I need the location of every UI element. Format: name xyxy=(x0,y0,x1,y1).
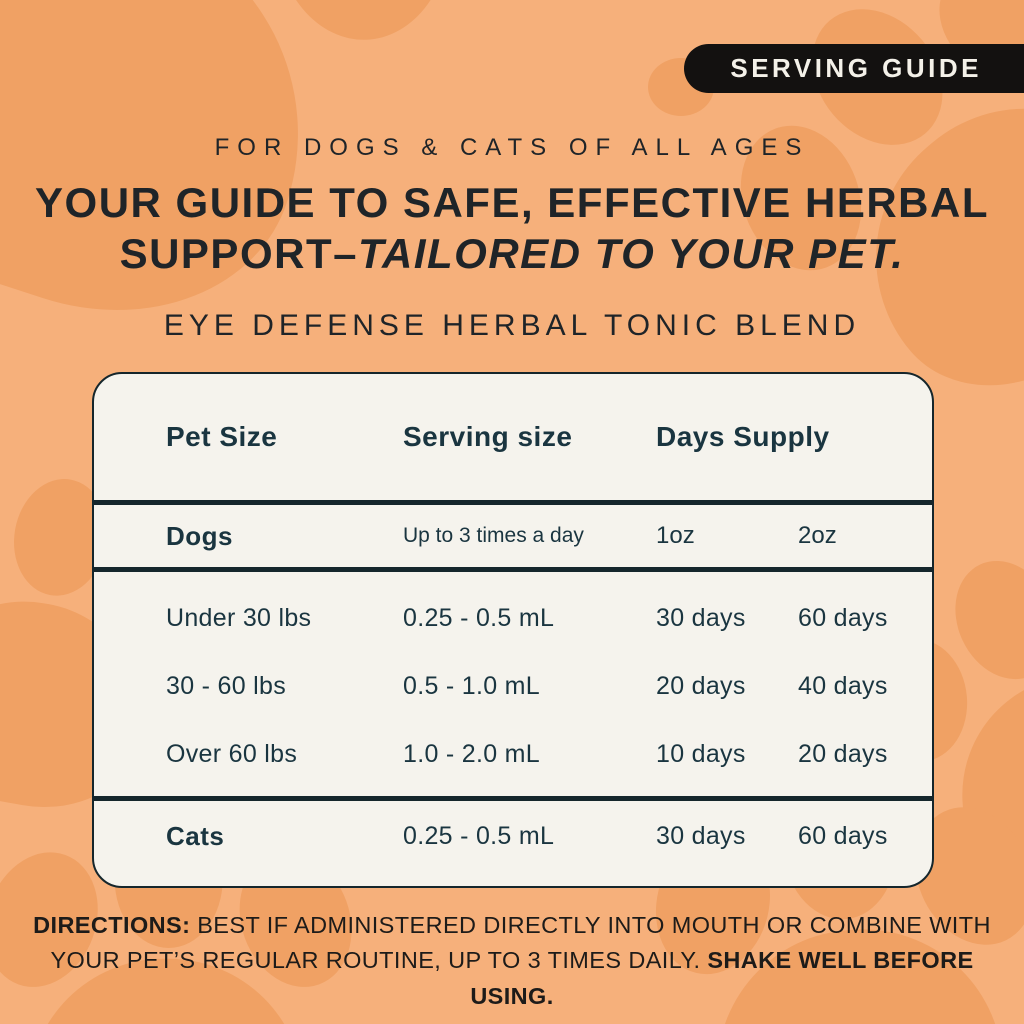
pet-size-cell: Under 30 lbs xyxy=(166,603,312,632)
table-divider xyxy=(94,796,932,801)
directions-text: DIRECTIONS: BEST IF ADMINISTERED DIRECTL… xyxy=(30,908,995,1014)
table-row: Over 60 lbs 1.0 - 2.0 mL 10 days 20 days xyxy=(94,726,932,782)
dogs-frequency: Up to 3 times a day xyxy=(403,524,584,547)
product-name: EYE DEFENSE HERBAL TONIC BLEND xyxy=(163,309,861,342)
title-line-1: YOUR GUIDE TO SAFE, EFFECTIVE HERBAL xyxy=(35,179,989,226)
serving-cell: 0.5 - 1.0 mL xyxy=(403,671,540,700)
page-title: YOUR GUIDE TO SAFE, EFFECTIVE HERBAL SUP… xyxy=(0,177,1024,279)
directions-label: DIRECTIONS: xyxy=(33,912,191,938)
supply-1oz-cell: 30 days xyxy=(656,822,746,850)
directions-emphasis: SHAKE WELL BEFORE USING. xyxy=(470,947,974,1009)
serving-guide-badge-label: SERVING GUIDE xyxy=(730,53,982,83)
table-row: Under 30 lbs 0.25 - 0.5 mL 30 days 60 da… xyxy=(94,590,932,646)
supply-1oz-cell: 30 days xyxy=(656,603,746,632)
serving-cell: 0.25 - 0.5 mL xyxy=(403,603,555,632)
table-header-row: Pet Size Serving size Days Supply xyxy=(94,374,932,500)
cats-label: Cats xyxy=(166,821,225,851)
cats-section-row: Cats 0.25 - 0.5 mL 30 days 60 days xyxy=(94,801,932,886)
directions-body: BEST IF ADMINISTERED DIRECTLY INTO MOUTH… xyxy=(50,912,991,974)
table-divider xyxy=(94,500,932,505)
supply-2oz-cell: 60 days xyxy=(798,822,888,850)
title-line-2-regular: SUPPORT– xyxy=(119,230,358,278)
bottle-size-1oz: 1oz xyxy=(656,522,695,549)
table-divider xyxy=(94,567,932,572)
supply-1oz-cell: 20 days xyxy=(656,671,746,700)
col-header-pet-size: Pet Size xyxy=(166,421,278,452)
dog-weight-rows: Under 30 lbs 0.25 - 0.5 mL 30 days 60 da… xyxy=(94,572,932,796)
title-line-2-italic: TAILORED TO YOUR PET. xyxy=(357,230,905,278)
tagline: FOR DOGS & CATS OF ALL AGES xyxy=(214,134,810,161)
serving-guide-badge: SERVING GUIDE xyxy=(684,44,1024,93)
dogs-label: Dogs xyxy=(166,520,233,551)
dogs-section-row: Dogs Up to 3 times a day 1oz 2oz xyxy=(94,505,932,567)
supply-1oz-cell: 10 days xyxy=(656,739,746,768)
supply-2oz-cell: 60 days xyxy=(798,603,888,632)
bottle-size-2oz: 2oz xyxy=(798,522,837,549)
table-row: 30 - 60 lbs 0.5 - 1.0 mL 20 days 40 days xyxy=(94,658,932,714)
pet-size-cell: 30 - 60 lbs xyxy=(166,671,287,700)
pet-size-cell: Over 60 lbs xyxy=(166,739,298,768)
supply-2oz-cell: 20 days xyxy=(798,739,888,768)
col-header-days-supply: Days Supply xyxy=(656,421,830,452)
serving-cell: 0.25 - 0.5 mL xyxy=(403,822,555,850)
supply-2oz-cell: 40 days xyxy=(798,671,888,700)
serving-cell: 1.0 - 2.0 mL xyxy=(403,739,540,768)
col-header-serving-size: Serving size xyxy=(403,421,573,452)
serving-table-card: Pet Size Serving size Days Supply Dogs U… xyxy=(92,372,934,888)
